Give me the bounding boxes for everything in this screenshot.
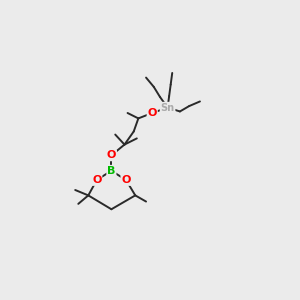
- Text: B: B: [107, 166, 116, 176]
- Text: Sn: Sn: [160, 103, 175, 112]
- Text: O: O: [121, 175, 131, 185]
- Text: O: O: [148, 108, 157, 118]
- Text: O: O: [92, 175, 101, 185]
- Text: O: O: [107, 150, 116, 160]
